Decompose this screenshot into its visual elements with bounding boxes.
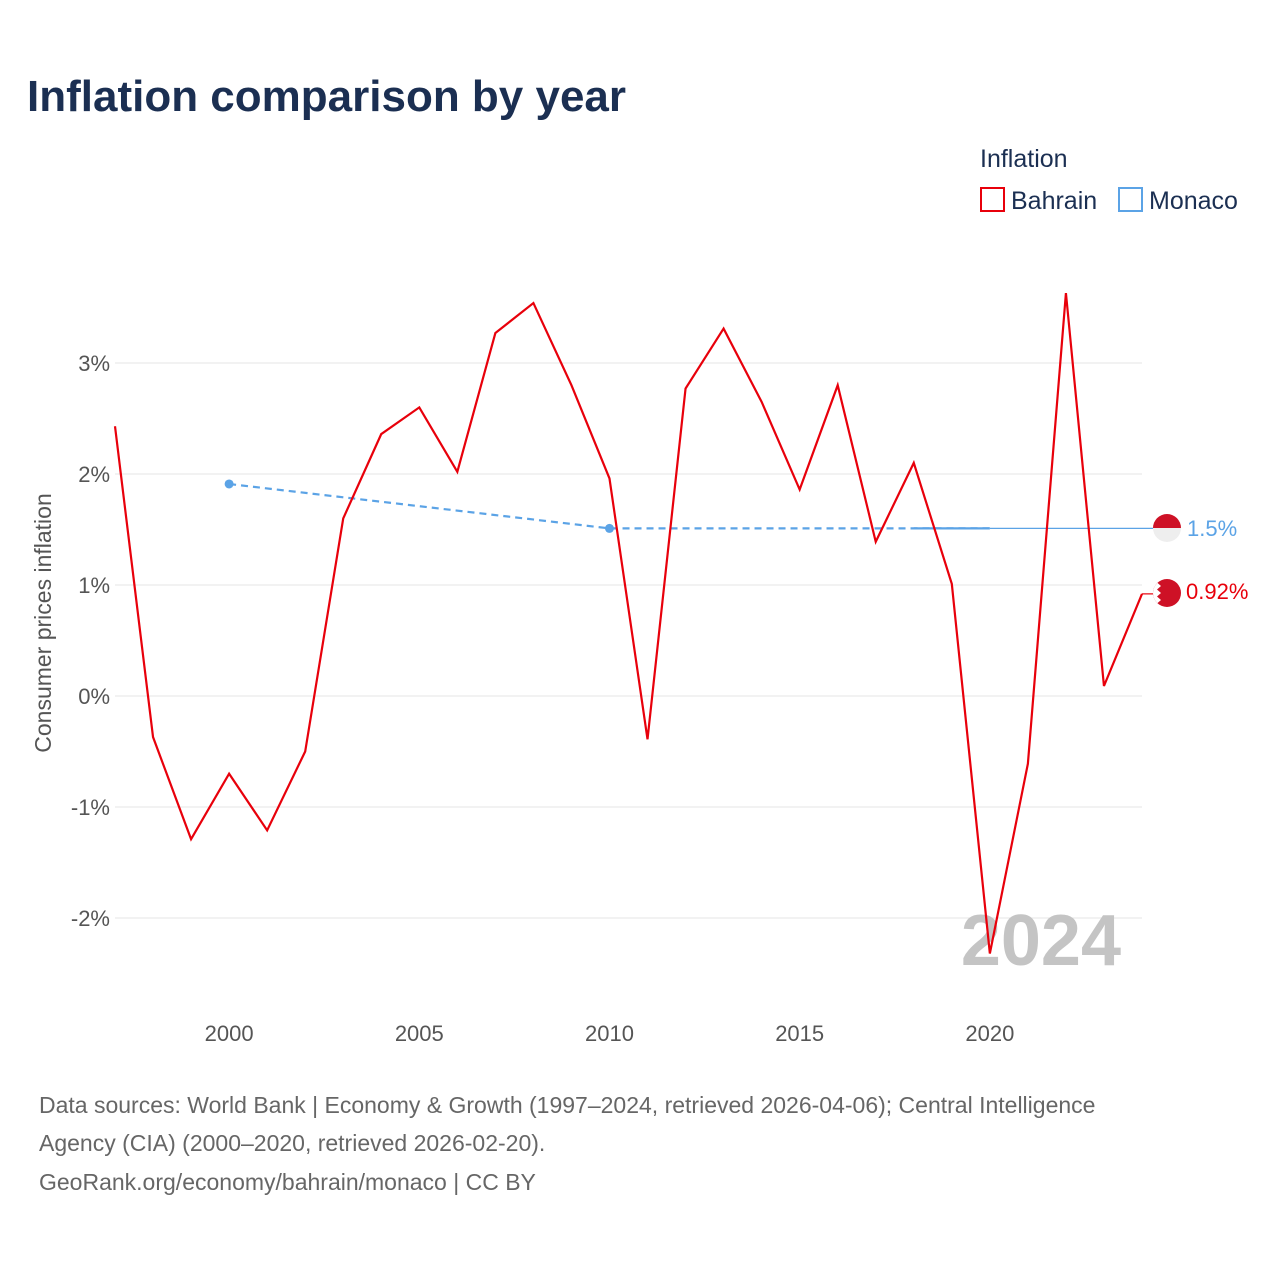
y-tick-label: 0% bbox=[78, 684, 110, 709]
y-tick-label: 1% bbox=[78, 573, 110, 598]
series-markers bbox=[224, 479, 614, 533]
footer-credit[interactable]: GeoRank.org/economy/bahrain/monaco | CC … bbox=[39, 1169, 536, 1195]
y-tick-label: 3% bbox=[78, 351, 110, 376]
x-tick-label: 2005 bbox=[395, 1021, 444, 1046]
legend-label-bahrain: Bahrain bbox=[1011, 187, 1097, 215]
x-tick-label: 2000 bbox=[205, 1021, 254, 1046]
data-point-monaco[interactable] bbox=[224, 479, 234, 489]
footer-sources-line1: Data sources: World Bank | Economy & Gro… bbox=[39, 1092, 1095, 1118]
bahrain-flag-icon bbox=[1153, 579, 1181, 607]
x-tick-label: 2015 bbox=[775, 1021, 824, 1046]
data-point-monaco[interactable] bbox=[604, 523, 614, 533]
end-label-monaco: 1.5% bbox=[1187, 516, 1237, 541]
series-line-monaco bbox=[228, 482, 990, 530]
series-line-bahrain bbox=[113, 292, 1144, 954]
x-tick-label: 2020 bbox=[965, 1021, 1014, 1046]
legend-item-monaco[interactable]: Monaco bbox=[1118, 187, 1238, 215]
legend-swatch-monaco bbox=[1118, 187, 1143, 212]
series-lines bbox=[113, 292, 1160, 954]
legend: Inflation Bahrain Monaco bbox=[980, 145, 1238, 215]
legend-title: Inflation bbox=[980, 145, 1068, 173]
legend-swatch-bahrain bbox=[980, 187, 1005, 212]
end-label-bahrain: 0.92% bbox=[1186, 579, 1248, 604]
legend-item-bahrain[interactable]: Bahrain bbox=[980, 187, 1097, 215]
y-axis-ticks: -2% -1% 0% 1% 2% 3% bbox=[71, 351, 110, 931]
y-tick-label: -1% bbox=[71, 795, 110, 820]
y-axis-label: Consumer prices inflation bbox=[30, 493, 56, 753]
legend-label-monaco: Monaco bbox=[1149, 187, 1238, 215]
y-tick-label: -2% bbox=[71, 906, 110, 931]
monaco-flag-icon bbox=[1153, 514, 1181, 542]
footer-sources-line2: Agency (CIA) (2000–2020, retrieved 2026-… bbox=[39, 1130, 545, 1156]
x-axis-ticks: 2000 2005 2010 2015 2020 bbox=[205, 1021, 1015, 1046]
chart-title: Inflation comparison by year bbox=[27, 72, 626, 121]
gridlines bbox=[115, 362, 1142, 919]
y-tick-label: 2% bbox=[78, 462, 110, 487]
x-tick-label: 2010 bbox=[585, 1021, 634, 1046]
